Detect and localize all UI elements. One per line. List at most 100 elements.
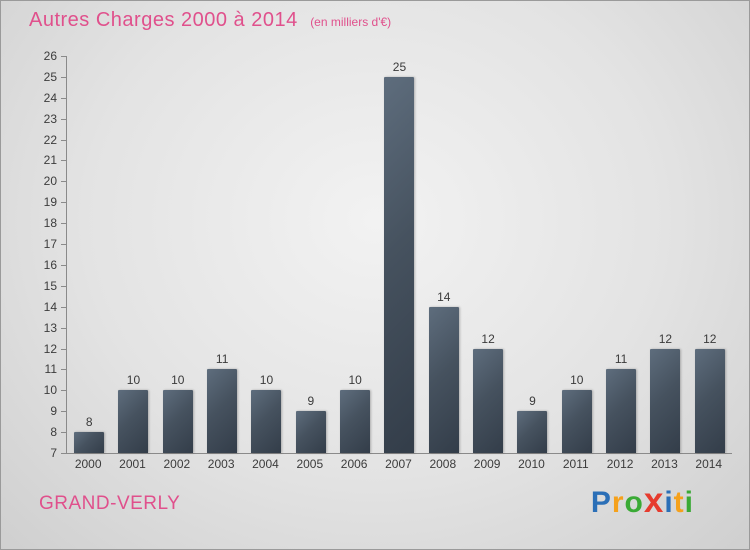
- bar-value-label: 10: [171, 373, 185, 388]
- x-tick-label: 2008: [429, 457, 457, 471]
- bar-value-label: 10: [570, 373, 584, 388]
- x-tick-label: 2011: [562, 457, 589, 471]
- logo-letter: o: [624, 486, 644, 519]
- plot-area: 7 8 9 10 11 12 13 14 15 16 17 18 19 20 21 22 23 24 25 26 8 1…: [44, 49, 732, 460]
- y-tick-label: 13: [43, 320, 57, 335]
- y-tick-mark: [61, 76, 67, 78]
- x-tick-label: 2006: [340, 457, 368, 471]
- bar-column: 8: [67, 56, 111, 453]
- bar-value-label: 10: [348, 373, 362, 388]
- y-tick-label: 18: [43, 216, 57, 231]
- logo-letter: i: [684, 486, 694, 519]
- y-tick-label: 11: [44, 362, 57, 377]
- y-tick-mark: [61, 285, 67, 287]
- bar: [384, 76, 415, 453]
- y-tick-mark: [61, 327, 67, 329]
- bar-value-label: 9: [529, 394, 536, 409]
- x-tick-label: 2000: [74, 457, 102, 471]
- bar: [295, 411, 326, 453]
- bar: [207, 369, 238, 453]
- y-tick-label: 12: [43, 341, 57, 356]
- x-tick-label: 2003: [207, 457, 235, 471]
- logo-letter: P: [590, 486, 612, 519]
- y-tick-mark: [61, 56, 67, 57]
- y-tick-label: 8: [50, 425, 57, 440]
- bar: [74, 432, 105, 453]
- x-tick-label: 2005: [296, 457, 324, 471]
- bar-value-label: 14: [437, 289, 451, 304]
- bar: [561, 390, 592, 453]
- chart-header: Autres Charges 2000 à 2014 (en milliers …: [29, 9, 391, 32]
- bar-value-label: 25: [392, 59, 407, 74]
- x-tick-label: 2014: [695, 457, 723, 471]
- y-tick-mark: [61, 264, 67, 266]
- bar-column: 10: [111, 56, 155, 453]
- y-tick-label: 26: [43, 49, 57, 63]
- x-tick-label: 2009: [473, 457, 501, 471]
- y-tick-mark: [61, 223, 67, 225]
- y-tick-mark: [61, 244, 67, 246]
- logo-letter: t: [673, 486, 685, 519]
- chart-title: Autres Charges 2000 à 2014: [29, 9, 298, 31]
- bar-value-label: 12: [658, 331, 673, 346]
- bar-column: 12: [688, 56, 732, 453]
- bar-value-label: 11: [614, 352, 628, 367]
- bar-column: 10: [244, 56, 288, 453]
- bar-value-label: 12: [703, 331, 717, 346]
- bar-column: 11: [200, 56, 244, 453]
- y-tick-mark: [61, 432, 67, 434]
- footer-location: GRAND-VERLY: [39, 493, 181, 514]
- logo-letter: i: [664, 486, 674, 519]
- y-tick-label: 21: [43, 153, 57, 168]
- y-tick-mark: [61, 369, 67, 371]
- y-tick-label: 19: [43, 195, 57, 210]
- x-tick-label: 2001: [119, 457, 146, 471]
- bar: [428, 306, 459, 453]
- proxiti-logo[interactable]: Proxiti: [590, 481, 694, 520]
- y-tick-mark: [61, 139, 67, 141]
- x-tick-label: 2010: [518, 457, 545, 471]
- y-tick-mark: [61, 181, 67, 183]
- x-tick-label: 2004: [252, 457, 279, 471]
- y-tick-mark: [61, 118, 67, 120]
- y-tick-mark: [61, 202, 67, 204]
- bar: [118, 390, 149, 453]
- bar: [340, 390, 371, 453]
- y-tick-label: 9: [50, 404, 57, 419]
- bar-column: 25: [377, 56, 421, 453]
- y-tick-label: 24: [43, 90, 57, 105]
- y-tick-label: 25: [43, 69, 57, 84]
- y-tick-label: 7: [50, 446, 57, 460]
- x-tick-label: 2007: [385, 457, 412, 471]
- y-tick-mark: [61, 160, 67, 162]
- logo-letter: x: [643, 481, 665, 520]
- bar: [517, 411, 548, 453]
- x-axis: 2000 2001 2002 2003 2004 2005 2006 2007 2008 2009…: [66, 457, 731, 471]
- bar: [251, 390, 282, 453]
- y-tick-label: 16: [43, 257, 57, 272]
- bar-column: 9: [289, 56, 333, 453]
- bar-column: 12: [643, 56, 687, 453]
- y-tick-label: 15: [43, 278, 57, 293]
- x-tick-label: 2012: [606, 457, 634, 471]
- y-tick-label: 23: [43, 111, 57, 126]
- y-tick-label: 17: [43, 237, 57, 252]
- bar-column: 9: [510, 56, 554, 453]
- bar-value-label: 9: [307, 394, 315, 409]
- y-tick-label: 22: [43, 132, 57, 147]
- bar-column: 12: [466, 56, 510, 453]
- bar-column: 10: [555, 56, 599, 453]
- bar-column: 11: [599, 56, 643, 453]
- y-tick-mark: [61, 97, 67, 99]
- bar-column: 10: [333, 56, 377, 453]
- y-tick-mark: [61, 411, 67, 413]
- bar: [473, 348, 504, 453]
- bar-column: 14: [422, 56, 466, 453]
- x-tick-label: 2002: [163, 457, 191, 471]
- bar: [606, 369, 637, 453]
- y-tick-label: 20: [43, 174, 57, 189]
- bar-value-label: 10: [126, 373, 141, 388]
- bar-column: 10: [156, 56, 200, 453]
- x-tick-label: 2013: [651, 457, 678, 471]
